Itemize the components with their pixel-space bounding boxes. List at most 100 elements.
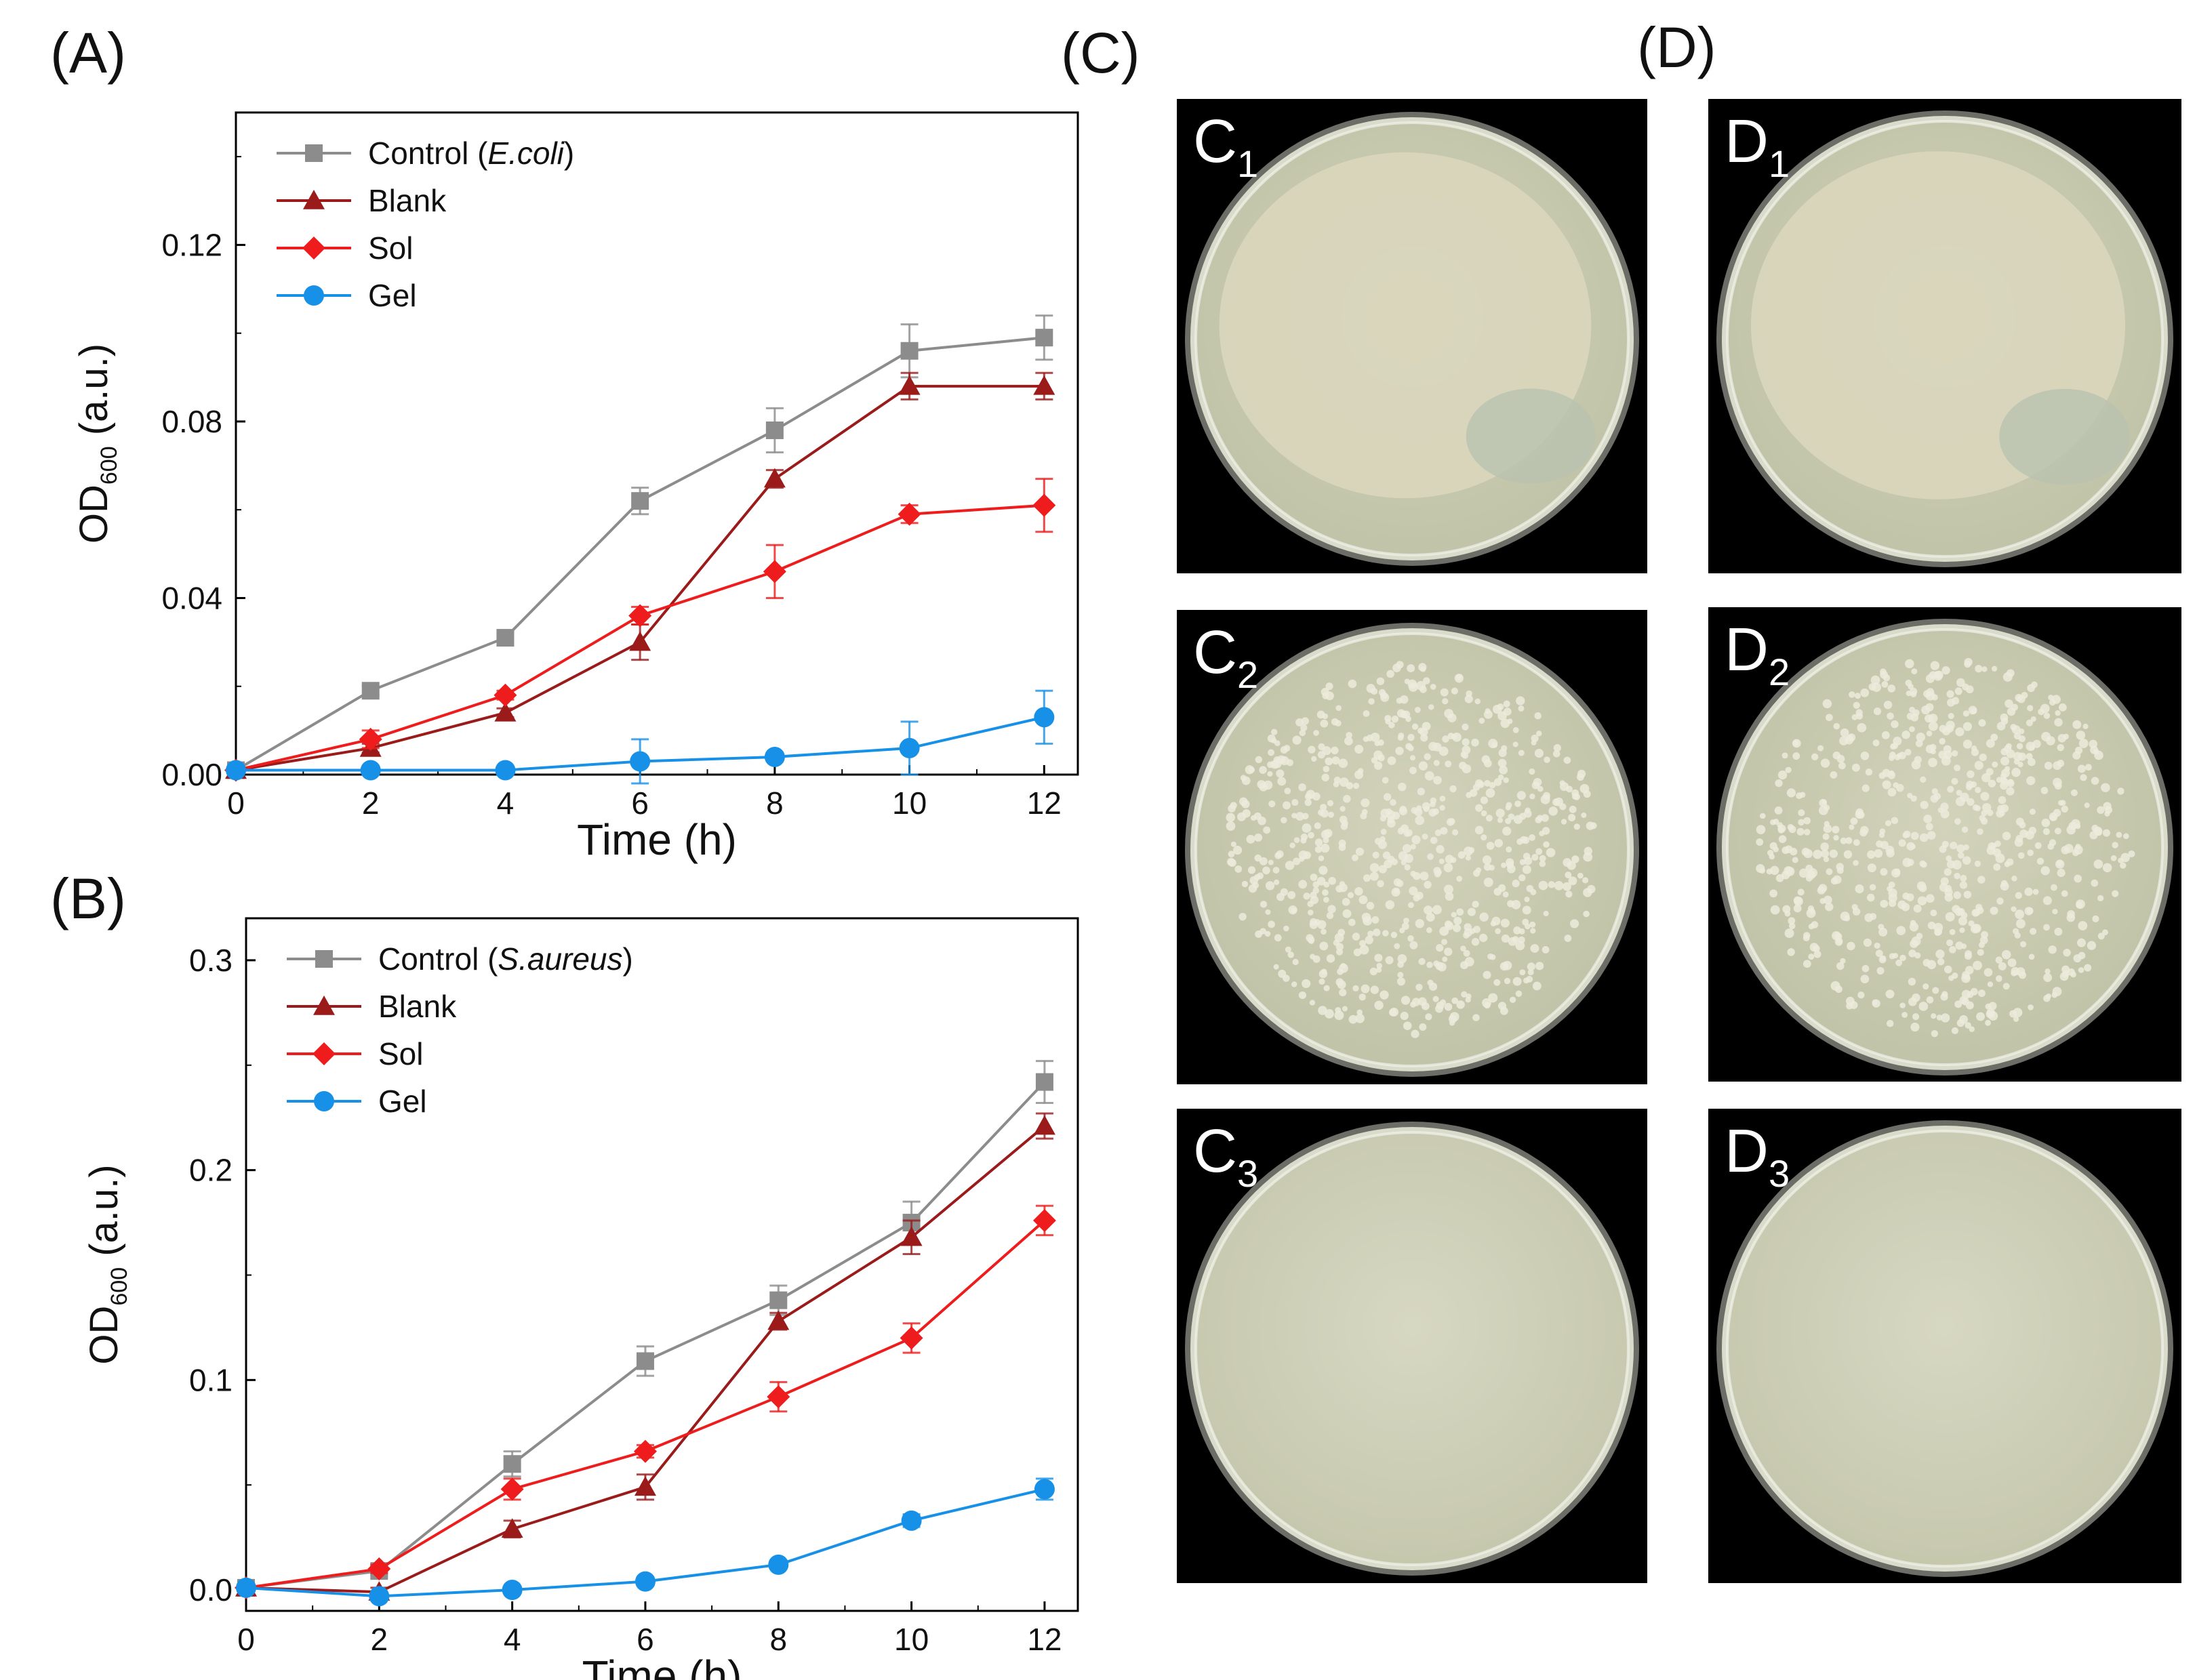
colony [1788, 825, 1796, 834]
data-point [633, 1439, 657, 1463]
colony [1426, 913, 1435, 922]
colony [1396, 880, 1404, 887]
colony [1335, 705, 1342, 712]
colony [1391, 715, 1399, 723]
colony [2072, 848, 2080, 857]
colony [1303, 893, 1310, 900]
colony [1930, 794, 1939, 803]
colony [1514, 800, 1521, 807]
colony [1366, 684, 1375, 693]
colony [1427, 853, 1434, 860]
data-point [898, 502, 921, 526]
colony [2070, 971, 2076, 978]
colony [1430, 684, 1436, 690]
colony [1565, 872, 1572, 879]
colony [1888, 893, 1897, 903]
data-point [763, 468, 786, 488]
colony [2018, 728, 2025, 735]
colony [1347, 892, 1354, 899]
colony [1232, 845, 1243, 855]
x-tick-label: 4 [497, 785, 515, 821]
y-tick-label: 0.0 [189, 1572, 233, 1607]
plot-frame [235, 111, 1079, 776]
colony [1512, 880, 1520, 888]
plate-d1: D1 [1708, 99, 2181, 573]
colony [1428, 982, 1438, 991]
colony [1436, 845, 1445, 854]
colony [1996, 777, 2002, 783]
x-tick-label: 10 [892, 785, 927, 821]
colony [1500, 918, 1510, 928]
x-tick-label: 10 [894, 1622, 929, 1657]
colony [1543, 910, 1549, 917]
colony [1986, 809, 1994, 817]
colony [1428, 704, 1434, 710]
colony [2076, 731, 2086, 740]
colony [1855, 884, 1864, 894]
colony [1951, 777, 1958, 785]
colony [1878, 924, 1885, 930]
colony [2014, 932, 2021, 939]
colony [1860, 975, 1870, 984]
colony [1482, 855, 1492, 865]
colony [2061, 890, 2068, 897]
colony [1934, 929, 1941, 936]
colony [1323, 765, 1330, 773]
colony [1534, 748, 1544, 758]
colony [1930, 661, 1939, 670]
colony [1299, 729, 1306, 737]
colony [1946, 860, 1956, 869]
colony [1226, 857, 1235, 866]
colony [1398, 782, 1407, 792]
colony [1472, 869, 1481, 877]
colony [2091, 777, 2099, 785]
colony [1409, 941, 1418, 949]
colony [1322, 889, 1329, 896]
colony [1896, 926, 1906, 935]
colony [1493, 979, 1501, 986]
colony [1407, 679, 1417, 689]
colony [1885, 820, 1891, 827]
colony [1359, 940, 1366, 947]
colony [2091, 824, 2099, 832]
colony [1342, 909, 1352, 918]
colony [1923, 815, 1933, 823]
colony [1369, 863, 1380, 873]
colony [1399, 927, 1405, 934]
colony [1887, 712, 1894, 720]
colony [2075, 844, 2081, 850]
colony [1985, 1019, 1991, 1026]
colony [1293, 857, 1301, 865]
x-tick-label: 6 [637, 1622, 654, 1657]
colony [1851, 714, 1858, 720]
colony [1436, 944, 1444, 952]
colony [1860, 751, 1870, 760]
colony [1441, 939, 1447, 945]
colony [1851, 763, 1860, 772]
colony [1756, 838, 1764, 846]
data-point [1035, 1073, 1053, 1091]
colony [1463, 949, 1470, 957]
colony [1303, 851, 1311, 859]
colony [1978, 719, 1986, 727]
colony [1384, 859, 1392, 869]
colony [1518, 874, 1526, 882]
data-point [636, 1352, 654, 1370]
colony [1530, 928, 1536, 934]
colony [1849, 1001, 1858, 1009]
x-axis-label: Time (h) [582, 1652, 742, 1680]
colony [1385, 900, 1395, 909]
colony [1508, 937, 1517, 946]
colony [2064, 844, 2074, 853]
colony [1873, 708, 1882, 716]
colony [1905, 659, 1914, 669]
colony [1542, 827, 1550, 835]
colony [1268, 920, 1275, 928]
colony [1416, 805, 1422, 811]
colony [1893, 782, 1899, 788]
colony [2078, 967, 2085, 973]
colony [1355, 847, 1365, 856]
colony [1340, 806, 1346, 812]
colony [1529, 921, 1536, 928]
colony [1318, 865, 1328, 875]
